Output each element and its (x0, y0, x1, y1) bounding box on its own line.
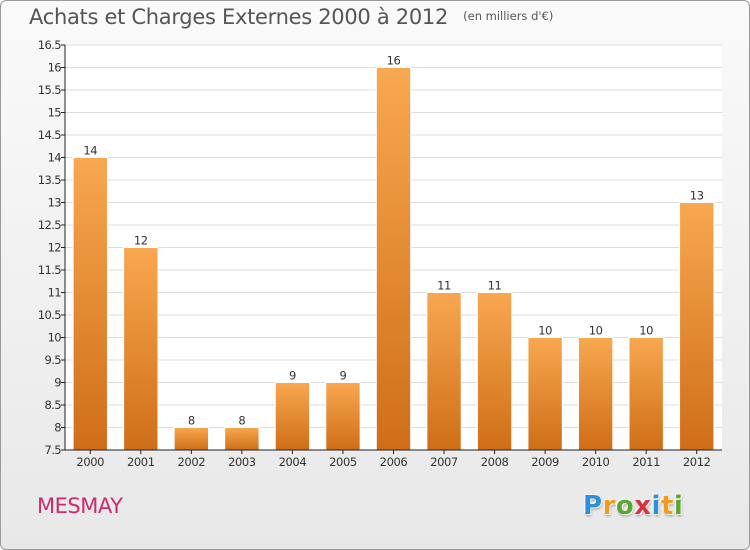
proxiti-logo[interactable]: Proxiti (583, 491, 683, 521)
bar (123, 247, 159, 451)
bar (679, 202, 715, 451)
data-label: 10 (538, 324, 552, 338)
data-label: 8 (188, 414, 195, 428)
x-tick-label: 2008 (481, 455, 509, 469)
bar (224, 427, 260, 451)
bar (325, 382, 361, 451)
y-tick-label: 15.5 (38, 83, 61, 97)
y-tick-label: 12 (48, 241, 62, 255)
bar (577, 337, 614, 451)
data-label: 8 (238, 414, 245, 428)
x-tick-label: 2009 (531, 455, 559, 469)
x-tick-label: 2011 (632, 455, 660, 469)
bar (72, 157, 108, 451)
data-label: 13 (690, 189, 704, 203)
bar (527, 337, 563, 451)
y-tick-label: 14.5 (38, 128, 61, 142)
y-tick-label: 11.5 (38, 263, 61, 277)
data-label: 12 (134, 234, 148, 248)
y-tick-label: 12.5 (38, 218, 61, 232)
y-tick-label: 9 (54, 376, 61, 390)
y-tick-label: 16 (48, 61, 62, 75)
y-tick-label: 15 (48, 106, 62, 120)
y-tick-label: 8 (54, 421, 61, 435)
chart-title: Achats et Charges Externes 2000 à 2012 (29, 5, 449, 29)
y-tick-label: 13.5 (38, 173, 61, 187)
x-tick-label: 2005 (329, 455, 357, 469)
x-tick-labels: 2000 2001 2002 2003 2004 2005 2006 2007 2008 2009… (76, 455, 711, 469)
logo-letter: t (660, 491, 674, 521)
y-tick-label: 11 (48, 286, 62, 300)
bar (375, 67, 412, 451)
data-label: 10 (639, 324, 653, 338)
x-tick-label: 2010 (582, 455, 610, 469)
y-tick-label: 13 (48, 196, 62, 210)
y-tick-label: 16.5 (38, 38, 61, 52)
chart-unit: (en milliers d'€) (463, 9, 554, 23)
data-label: 10 (589, 324, 603, 338)
data-labels: 14 12 8 8 9 9 16 11 11 10 10 10 13 (83, 54, 704, 428)
bar (476, 292, 513, 451)
x-tick-label: 2001 (127, 455, 155, 469)
axes (61, 44, 722, 454)
data-label: 11 (488, 279, 502, 293)
logo-letter: i (651, 491, 661, 521)
x-tick-label: 2004 (279, 455, 307, 469)
y-tick-label: 10 (48, 331, 62, 345)
data-label: 9 (289, 369, 296, 383)
x-tick-label: 2002 (178, 455, 206, 469)
y-tick-label: 8.5 (45, 398, 62, 412)
data-label: 11 (437, 279, 451, 293)
logo-letter: r (602, 491, 616, 521)
chart-header: Achats et Charges Externes 2000 à 2012 (… (29, 5, 553, 29)
logo-letter: i (673, 491, 684, 521)
bar (274, 382, 311, 451)
x-tick-label: 2007 (430, 455, 458, 469)
data-label: 16 (387, 54, 401, 68)
bars (72, 67, 715, 451)
logo-letter: o (615, 491, 635, 521)
y-tick-label: 9.5 (45, 353, 62, 367)
y-tick-labels: 7.5 8 8.5 9 9.5 10 10.5 11 11.5 12 12.5 13 13.5 14 14.… (38, 38, 62, 457)
bar (426, 292, 462, 451)
logo-letter: x (634, 491, 652, 521)
data-label: 14 (83, 144, 97, 158)
y-tick-label: 14 (48, 151, 62, 165)
x-tick-label: 2000 (76, 455, 104, 469)
y-tick-label: 7.5 (45, 443, 62, 457)
y-tick-label: 10.5 (38, 308, 61, 322)
x-tick-label: 2006 (380, 455, 408, 469)
logo-letter: P (583, 491, 603, 521)
data-label: 9 (340, 369, 347, 383)
commune-name: MESMAY (37, 494, 123, 518)
x-tick-label: 2012 (683, 455, 711, 469)
bar (173, 427, 210, 451)
x-tick-label: 2003 (228, 455, 256, 469)
bar (628, 337, 664, 451)
